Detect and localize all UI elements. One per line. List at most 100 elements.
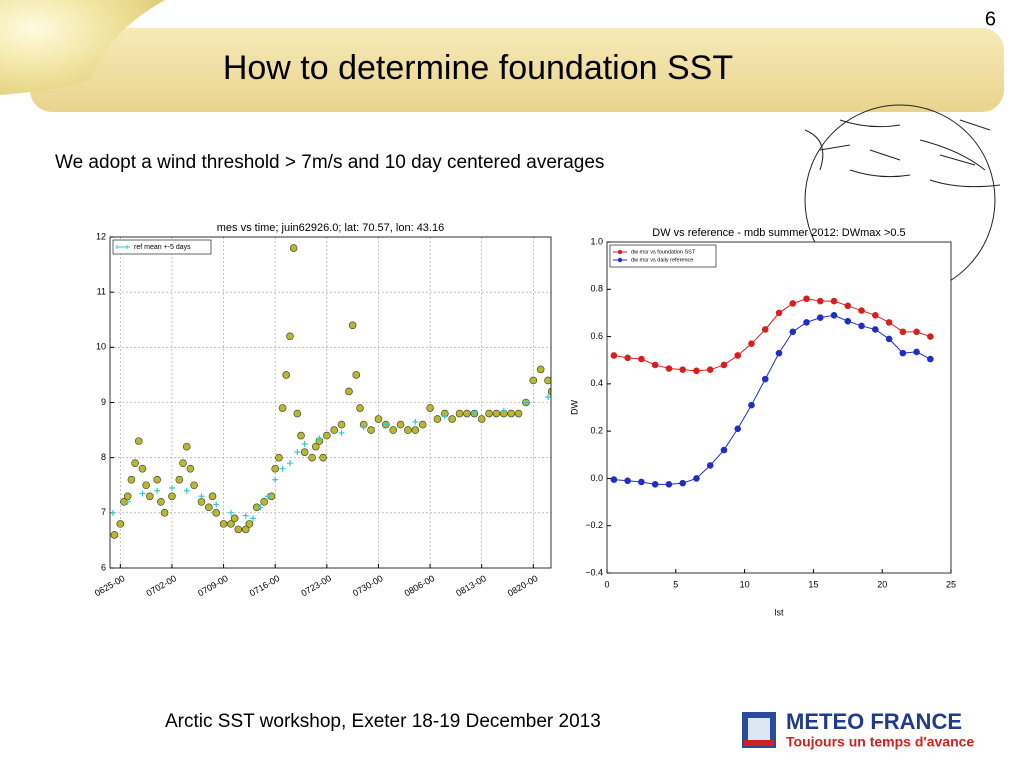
point xyxy=(455,409,464,418)
point xyxy=(544,376,551,385)
x-tick-label: 0702-00 xyxy=(145,573,179,598)
point xyxy=(816,297,824,305)
point xyxy=(693,475,700,482)
point-cross xyxy=(441,413,448,420)
point xyxy=(345,387,353,396)
point xyxy=(286,332,294,341)
point xyxy=(610,352,618,359)
point-cross xyxy=(168,485,175,492)
point xyxy=(858,307,865,314)
x-tick-label: 5 xyxy=(673,579,678,589)
point xyxy=(693,367,700,375)
point xyxy=(154,487,161,494)
point xyxy=(522,399,529,406)
point xyxy=(124,498,131,505)
point xyxy=(803,295,810,303)
logo-tagline: Toujours un temps d'avance xyxy=(786,734,974,750)
point xyxy=(257,504,264,511)
y-tick-label: 1.0 xyxy=(590,236,603,246)
point xyxy=(441,413,448,420)
y-tick-label: 10 xyxy=(96,342,106,352)
point xyxy=(279,465,286,472)
point xyxy=(271,464,279,473)
point-cross xyxy=(139,490,146,497)
point xyxy=(830,297,838,305)
point xyxy=(471,410,478,417)
x-tick-label: 0813-00 xyxy=(454,573,488,598)
point xyxy=(396,420,405,429)
point xyxy=(638,478,645,486)
point xyxy=(775,349,783,357)
slide-number: 6 xyxy=(985,8,996,30)
x-tick-label: 10 xyxy=(740,579,750,589)
point xyxy=(374,415,383,423)
point xyxy=(927,355,934,363)
x-tick-label: 25 xyxy=(946,579,956,589)
point xyxy=(789,328,797,336)
point-cross xyxy=(264,493,271,500)
x-tick-label: 0806-00 xyxy=(403,573,437,598)
plot xyxy=(110,244,551,539)
point xyxy=(123,492,132,501)
point xyxy=(624,354,631,362)
plot-frame xyxy=(606,241,952,574)
point-cross xyxy=(154,487,161,494)
logo: METEO FRANCE Toujours un temps d'avance xyxy=(742,709,974,750)
point xyxy=(803,319,810,326)
chart-title: DW vs reference - mdb summer 2012: DWmax… xyxy=(652,227,905,239)
point xyxy=(116,520,125,528)
y-tick-label: 6 xyxy=(101,562,106,572)
y-tick-label: 11 xyxy=(97,287,106,297)
legend-marker xyxy=(116,245,128,249)
point xyxy=(830,311,838,319)
point xyxy=(748,340,755,347)
point xyxy=(213,501,220,508)
point xyxy=(139,490,146,497)
title-banner xyxy=(30,28,1004,112)
point xyxy=(720,446,728,454)
map-thumbnail xyxy=(800,104,1001,296)
y-tick-label: 12 xyxy=(96,231,106,241)
slide-title: How to determine foundation SST xyxy=(223,49,733,87)
point xyxy=(142,481,150,490)
point-cross xyxy=(338,429,345,436)
point xyxy=(179,459,187,467)
point xyxy=(748,401,755,409)
y-axis-label: DW xyxy=(569,400,579,415)
point-cross xyxy=(316,435,323,442)
point xyxy=(816,314,824,321)
point xyxy=(492,409,501,418)
point-cross xyxy=(257,504,264,511)
y-tick-label: −0.2 xyxy=(585,520,603,530)
point-cross xyxy=(250,515,257,522)
point xyxy=(234,525,243,534)
point-cross xyxy=(272,476,279,483)
point-cross xyxy=(301,440,308,447)
y-tick-label: 8 xyxy=(101,452,106,462)
point-cross xyxy=(286,460,293,467)
point-cross xyxy=(198,493,205,500)
point xyxy=(514,409,523,418)
point xyxy=(146,492,154,501)
point-cross xyxy=(124,498,131,505)
point xyxy=(844,302,852,310)
point xyxy=(706,366,714,373)
point xyxy=(927,333,934,340)
point xyxy=(110,509,116,516)
point xyxy=(352,371,361,379)
point-cross xyxy=(500,407,507,414)
plot-area xyxy=(607,242,951,573)
point xyxy=(426,404,434,412)
point-cross xyxy=(360,424,367,431)
y-tick-label: 7 xyxy=(101,507,106,517)
point xyxy=(337,420,346,429)
point xyxy=(275,453,283,462)
point xyxy=(212,509,220,517)
point xyxy=(872,326,879,333)
point xyxy=(330,426,338,434)
point-cross xyxy=(294,449,301,456)
plot xyxy=(610,295,934,488)
point xyxy=(885,319,893,326)
point xyxy=(127,475,136,484)
point xyxy=(183,487,190,494)
